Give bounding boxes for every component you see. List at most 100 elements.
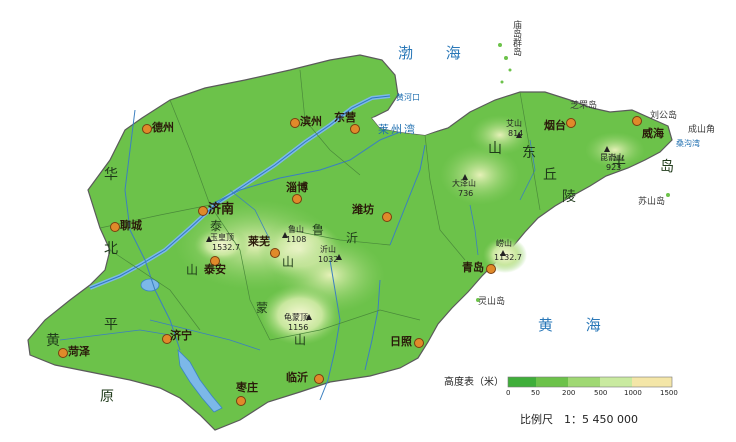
laizhou-bay-label: 莱州湾 <box>378 123 417 136</box>
legend-tick-500: 500 <box>594 389 608 397</box>
peak-marker-lushan <box>282 232 288 238</box>
legend-tick-50: 50 <box>531 389 540 397</box>
region-dong: 东 <box>522 145 536 161</box>
shu-river <box>364 279 381 371</box>
region-huang: 黄 <box>46 333 60 349</box>
miaodao-label: 庙岛群岛 <box>511 20 521 56</box>
city-dot-taian <box>210 256 220 266</box>
peak-height-dazeshan: 736 <box>458 189 474 198</box>
region-meng-shan: 山 <box>294 333 307 347</box>
region-lu-shan: 山 <box>282 255 295 269</box>
city-jining: 济宁 <box>170 329 192 342</box>
city-rizhao: 日照 <box>390 335 412 348</box>
city-dot-binzhou <box>290 118 300 128</box>
lingshan-label: 灵山岛 <box>478 297 506 307</box>
region-dao: 岛 <box>660 159 674 175</box>
peak-height-kunyushan: 923 <box>606 163 622 172</box>
region-meng: 蒙 <box>256 301 269 315</box>
city-dot-jinan <box>198 206 208 216</box>
city-laiwu: 莱芜 <box>248 235 270 248</box>
region-lu: 鲁 <box>312 223 325 237</box>
city-taian: 泰安 <box>204 263 226 276</box>
peak-name-yishan: 沂山 <box>320 245 336 254</box>
city-dot-zibo <box>292 194 302 204</box>
peak-marker-aishan <box>516 132 522 138</box>
xiaoqing-river <box>209 131 401 206</box>
city-dot-yantai <box>566 118 576 128</box>
city-dot-jining <box>162 334 172 344</box>
peak-marker-dazeshan <box>462 174 468 180</box>
city-weihai: 威海 <box>642 127 664 140</box>
region-ling: 陵 <box>562 189 576 205</box>
peak-marker-laoshan <box>500 250 506 256</box>
grand-canal <box>124 109 181 351</box>
city-weifang: 潍坊 <box>352 203 374 216</box>
city-zaozhuang: 枣庄 <box>236 381 258 394</box>
peak-name-aishan: 艾山 <box>506 119 522 128</box>
region-ban: 半 <box>612 155 626 171</box>
peak-height-yishan: 1032 <box>318 255 339 264</box>
city-dot-weifang <box>382 212 392 222</box>
city-dot-heze <box>58 348 68 358</box>
region-hua: 华 <box>104 167 118 183</box>
laizhou-bay <box>372 112 450 135</box>
region-qiu: 丘 <box>543 167 557 183</box>
city-liaocheng: 聊城 <box>120 219 142 232</box>
city-zibo: 淄博 <box>286 181 308 194</box>
city-linyi: 临沂 <box>286 371 308 384</box>
city-dongying: 东营 <box>334 111 356 124</box>
chengshanjiao-label: 成山角 <box>688 125 716 135</box>
city-jinan: 济南 <box>208 202 235 217</box>
nansi-lake <box>177 348 223 413</box>
peak-height-yuhuangding: 1532.7 <box>212 243 240 252</box>
region-tai: 泰 <box>210 219 223 233</box>
peak-marker-yishan <box>336 254 342 260</box>
region-tai-shan: 山 <box>186 263 199 277</box>
peak-name-kunyushan: 昆嵛山 <box>600 153 624 162</box>
map-scale: 比例尺 1：5 450 000 <box>520 413 638 426</box>
city-dot-rizhao <box>414 338 424 348</box>
peak-name-guimengding: 龟蒙顶 <box>284 313 308 322</box>
sea-bohai: 渤 海 <box>398 44 475 62</box>
city-dot-zaozhuang <box>236 396 246 406</box>
peak-marker-kunyushan <box>604 146 610 152</box>
legend-tick-0: 0 <box>506 389 511 397</box>
peak-name-lushan: 鲁山 <box>288 225 304 234</box>
peak-marker-guimengding <box>306 314 312 320</box>
city-dezhou: 德州 <box>152 121 174 134</box>
city-dot-linyi <box>314 374 324 384</box>
zhifu-label: 芝罘岛 <box>570 101 598 111</box>
city-heze: 菏泽 <box>68 345 90 358</box>
peak-marker-yuhuangding <box>206 236 212 242</box>
city-binzhou: 滨州 <box>300 115 322 128</box>
city-yantai: 烟台 <box>544 119 566 132</box>
region-shan: 山 <box>488 141 502 157</box>
city-dot-weihai <box>632 116 642 126</box>
legend-tick-1500: 1500 <box>660 389 678 397</box>
peak-name-dazeshan: 大泽山 <box>452 179 476 188</box>
sanggou-bay-label: 桑沟湾 <box>676 139 700 148</box>
sushan-label: 苏山岛 <box>638 197 666 207</box>
wei-river <box>389 144 426 246</box>
city-dot-liaocheng <box>110 222 120 232</box>
region-yi: 沂 <box>346 231 359 245</box>
peak-height-laoshan: 1132.7 <box>494 253 522 262</box>
yellow-river-mouth-label: 黄河口 <box>396 93 420 102</box>
legend-tick-1000: 1000 <box>624 389 642 397</box>
region-ping: 平 <box>104 317 118 333</box>
yi-river <box>319 259 341 401</box>
peak-height-guimengding: 1156 <box>288 323 309 332</box>
peak-name-laoshan: 崂山 <box>496 239 512 248</box>
peak-name-yuhuangding: 玉皇顶 <box>210 233 234 242</box>
liugong-label: 刘公岛 <box>650 111 678 121</box>
city-dot-laiwu <box>270 248 280 258</box>
sea-huanghai: 黄 海 <box>538 316 615 334</box>
peak-height-aishan: 814 <box>508 129 524 138</box>
city-dot-dezhou <box>142 124 152 134</box>
city-dot-qingdao <box>486 264 496 274</box>
peak-height-lushan: 1108 <box>286 235 307 244</box>
city-qingdao: 青岛 <box>462 261 484 274</box>
region-yuan: 原 <box>100 389 114 405</box>
